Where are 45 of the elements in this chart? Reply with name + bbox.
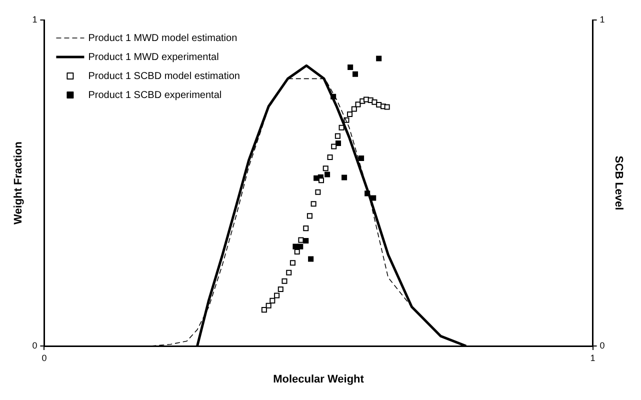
- point: [338, 124, 344, 130]
- point: [318, 178, 324, 184]
- point: [351, 106, 357, 112]
- point: [266, 302, 272, 308]
- point: [306, 213, 312, 219]
- legend-label: Product 1 MWD experimental: [88, 52, 219, 63]
- point: [334, 133, 340, 139]
- point: [310, 201, 316, 207]
- point: [384, 104, 390, 110]
- point: [348, 64, 354, 70]
- point: [335, 140, 342, 146]
- y-axis-title: Weight Fraction: [12, 141, 25, 224]
- point: [308, 256, 314, 262]
- legend-label: Product 1 SCBD experimental: [88, 90, 222, 101]
- point: [298, 244, 304, 250]
- point: [347, 111, 353, 117]
- point: [303, 226, 309, 232]
- point: [376, 56, 382, 62]
- y2-tick-label: 1: [600, 14, 605, 24]
- point: [274, 292, 280, 298]
- legend-label: Product 1 SCBD model estimation: [88, 70, 240, 82]
- point: [352, 71, 358, 77]
- point: [322, 166, 328, 172]
- point: [342, 174, 348, 180]
- point: [372, 99, 378, 105]
- legend-label: Product 1 MWD model estimation: [88, 32, 238, 44]
- x-axis-title: Molecular Weight: [273, 373, 364, 386]
- point: [286, 270, 292, 276]
- point: [315, 189, 321, 195]
- point: [358, 155, 364, 161]
- point: [282, 278, 288, 284]
- point: [370, 195, 376, 201]
- point: [298, 237, 304, 243]
- point: [270, 298, 276, 304]
- point: [355, 102, 361, 108]
- point: [294, 249, 300, 255]
- point: [331, 144, 337, 150]
- point: [303, 238, 309, 244]
- point: [324, 172, 330, 178]
- point: [327, 154, 333, 160]
- point: [290, 260, 296, 266]
- point: [261, 307, 267, 313]
- point: [278, 286, 284, 292]
- y2-axis-title: SCB Level: [612, 156, 624, 210]
- y2-tick-label: 0: [600, 340, 605, 350]
